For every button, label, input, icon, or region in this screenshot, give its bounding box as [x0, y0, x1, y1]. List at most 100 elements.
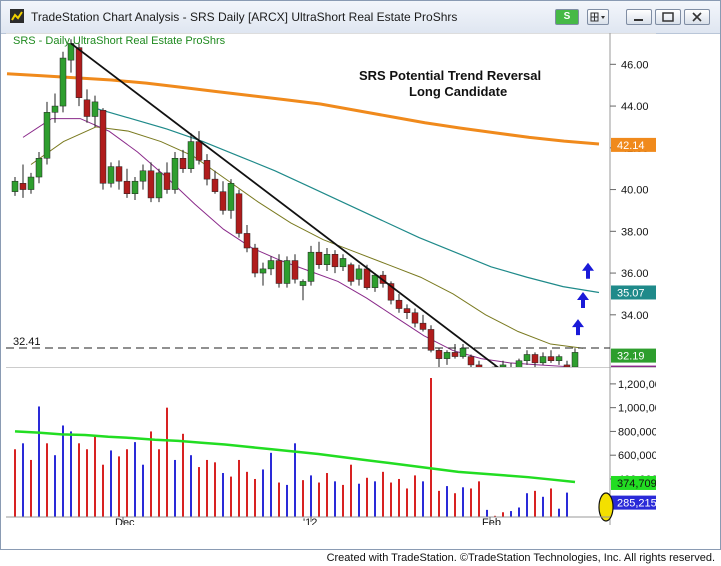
- candle-up: [555, 356, 563, 361]
- candle-down: [563, 364, 571, 367]
- candle-down: [395, 299, 403, 309]
- candle-down: [347, 264, 355, 282]
- dashed-level-group: 32.41: [6, 336, 610, 349]
- candle-up: [443, 352, 451, 359]
- s-button[interactable]: S: [555, 9, 579, 25]
- volume-tick-label: 1,200,000: [618, 379, 656, 391]
- arrows-group: [572, 262, 594, 336]
- volume-tick-label: 600,000: [618, 450, 656, 462]
- annotation-line-1: SRS Potential Trend Reversal: [359, 68, 541, 83]
- candle-up: [43, 112, 51, 159]
- candle-down: [411, 312, 419, 324]
- candle-down: [467, 356, 475, 366]
- candle-down: [75, 47, 83, 98]
- candle-up: [107, 166, 115, 184]
- up-arrow-icon: [582, 262, 594, 279]
- candle-down: [427, 329, 435, 351]
- candle-up: [227, 183, 235, 211]
- candle-down: [363, 268, 371, 288]
- price-badge-label: 35.07: [617, 287, 645, 299]
- price-badge: [611, 365, 656, 367]
- x-axis-ticks: Dec '12 Feb: [115, 517, 501, 525]
- candle-up: [267, 260, 275, 270]
- volume-bars: [14, 377, 568, 517]
- ma50-line: [94, 107, 600, 294]
- candle-up: [323, 254, 331, 265]
- footer-caption: Created with TradeStation. ©TradeStation…: [326, 552, 715, 564]
- candle-down: [531, 354, 539, 364]
- price-badge: [611, 137, 656, 152]
- candle-up: [307, 251, 315, 282]
- tradestation-app-icon: [10, 9, 24, 23]
- symbol-label: SRS - Daily UltraShort Real Estate ProSh…: [13, 35, 226, 47]
- candle-down: [195, 141, 203, 161]
- candle-down: [179, 158, 187, 169]
- candle-down: [147, 170, 155, 199]
- price-tick-label: 38.00: [621, 226, 649, 238]
- maximize-button[interactable]: [655, 9, 681, 25]
- price-badge-label: 42.14: [617, 140, 645, 152]
- candle-up: [91, 101, 99, 117]
- candle-down: [275, 260, 283, 284]
- volume-tick-label: 800,000: [618, 426, 656, 438]
- annotation-line-2: Long Candidate: [409, 84, 507, 99]
- minimize-button[interactable]: [626, 9, 652, 25]
- candle-down: [19, 183, 27, 190]
- candle-up: [339, 258, 347, 268]
- candle-down: [163, 172, 171, 190]
- volume-average-line-group: [14, 430, 576, 484]
- candle-up: [459, 347, 467, 357]
- price-badge-label: 32.19: [617, 351, 645, 363]
- candles: [11, 39, 579, 367]
- candle-down: [211, 178, 219, 192]
- dashed-level-label: 32.41: [13, 336, 41, 348]
- ma200-line: [6, 72, 600, 146]
- volume-panel[interactable]: 1,200,0001,000,000800,000600,000400,0002…: [6, 367, 656, 525]
- moving-average-lines: [6, 72, 600, 367]
- candle-down: [315, 251, 323, 265]
- price-badge: [611, 348, 656, 363]
- candle-up: [523, 354, 531, 361]
- volume-badge: [611, 475, 656, 490]
- candle-down: [83, 99, 91, 117]
- candle-down: [403, 308, 411, 313]
- close-icon: [692, 12, 702, 22]
- candle-up: [539, 356, 547, 364]
- candle-up: [155, 172, 163, 199]
- candle-down: [251, 247, 259, 274]
- x-tick-label: Feb: [482, 517, 501, 525]
- candle-up: [499, 364, 507, 367]
- candle-down: [219, 191, 227, 211]
- chart-window: TradeStation Chart Analysis - SRS Daily …: [0, 0, 721, 550]
- close-button[interactable]: [684, 9, 710, 25]
- up-arrow-icon: [572, 319, 584, 336]
- candle-up: [299, 281, 307, 286]
- volume-badge: [611, 495, 656, 510]
- candle-up: [51, 105, 59, 113]
- candle-down: [235, 193, 243, 234]
- candle-down: [99, 109, 107, 184]
- candle-up: [355, 268, 363, 280]
- candle-up: [259, 268, 267, 274]
- candle-down: [243, 233, 251, 249]
- price-badge: [611, 285, 656, 300]
- trendline: [70, 42, 499, 367]
- price-tick-label: 46.00: [621, 59, 649, 71]
- ma20-line: [30, 126, 584, 349]
- window-title: TradeStation Chart Analysis - SRS Daily …: [31, 10, 458, 24]
- grid-menu-button[interactable]: [587, 9, 609, 25]
- candle-down: [475, 364, 483, 367]
- candle-up: [35, 158, 43, 178]
- candle-down: [435, 350, 443, 359]
- volume-badge-label: 285,215: [617, 498, 656, 510]
- volume-badges: 374,709 285,215: [611, 475, 656, 510]
- candle-down: [291, 260, 299, 280]
- volume-tick-label: 1,000,000: [618, 403, 656, 415]
- minimize-icon: [634, 19, 643, 21]
- candle-down: [331, 254, 339, 268]
- candle-down: [203, 160, 211, 180]
- candle-up: [187, 141, 195, 169]
- candle-up: [171, 158, 179, 190]
- candle-up: [371, 274, 379, 288]
